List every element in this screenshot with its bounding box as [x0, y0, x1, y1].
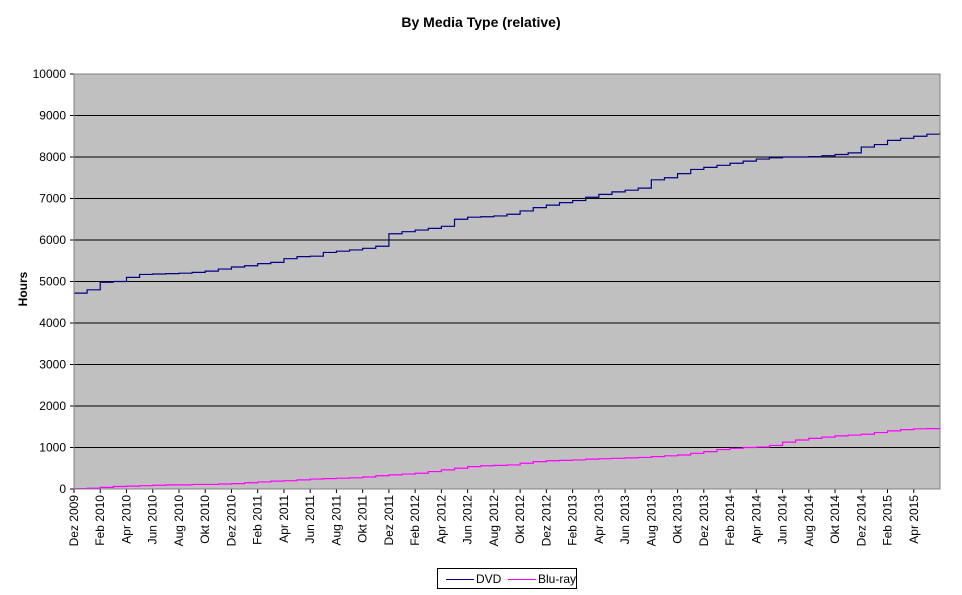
y-axis-ticks: 0 1000 2000 3000 4000 5000 6000 7000 8000 9000 100…: [33, 67, 74, 496]
y-tick-label: 10000: [33, 67, 67, 81]
x-tick-label: Aug 2012: [487, 495, 501, 547]
x-tick-label: Apr 2015: [907, 495, 921, 544]
x-tick-label: Okt 2013: [671, 495, 685, 544]
x-tick-label: Jun 2014: [776, 495, 790, 545]
legend-label-bluray: Blu-ray: [538, 572, 577, 586]
x-axis-ticks: Dez 2009 Feb 2010 Apr 2010 Jun 2010 Aug 2010…: [67, 74, 940, 546]
x-tick-label: Dez 2013: [697, 495, 711, 547]
series-line-dvd: [74, 131, 941, 294]
x-tick-label: Aug 2010: [172, 495, 186, 547]
plot-border: [73, 73, 941, 490]
x-tick-label: Dez 2009: [67, 495, 81, 547]
y-tick-label: 5000: [39, 275, 66, 289]
x-tick-label: Jun 2011: [303, 495, 317, 544]
x-tick-label: Aug 2011: [329, 495, 343, 546]
x-tick-label: Feb 2014: [723, 495, 737, 546]
x-tick-label: Feb 2015: [881, 495, 895, 546]
x-tick-label: Dez 2011: [382, 495, 396, 546]
y-tick-label: 6000: [39, 233, 66, 247]
y-tick-label: 2000: [39, 399, 66, 413]
legend-label-dvd: DVD: [476, 572, 502, 586]
x-tick-label: Okt 2012: [513, 495, 527, 544]
x-tick-label: Feb 2013: [566, 495, 580, 546]
legend: DVD Blu-ray: [437, 568, 577, 589]
y-tick-label: 9000: [39, 109, 66, 123]
x-tick-label: Apr 2011: [277, 495, 291, 543]
x-tick-label: Aug 2013: [644, 495, 658, 547]
y-tick-label: 3000: [39, 358, 66, 372]
x-tick-label: Jun 2010: [146, 495, 160, 545]
x-tick-label: Jun 2013: [618, 495, 632, 545]
y-axis-label-wrap: Hours: [8, 260, 38, 320]
x-tick-label: Okt 2014: [828, 495, 842, 544]
y-tick-label: 1000: [39, 441, 66, 455]
legend-item-dvd: DVD: [446, 572, 501, 586]
series-line-bluray: [74, 428, 941, 490]
x-tick-label: Feb 2012: [408, 495, 422, 546]
legend-item-bluray: Blu-ray: [508, 572, 576, 586]
legend-swatch-bluray: [508, 579, 536, 581]
x-tick-label: Jun 2012: [461, 495, 475, 545]
x-tick-label: Okt 2010: [198, 495, 212, 544]
chart-title: By Media Type (relative): [401, 14, 561, 30]
x-tick-label: Dez 2012: [539, 495, 553, 547]
y-tick-label: 7000: [39, 192, 66, 206]
x-tick-label: Aug 2014: [802, 495, 816, 547]
x-tick-label: Apr 2013: [592, 495, 606, 544]
x-tick-label: Okt 2011: [356, 495, 370, 543]
y-tick-label: 0: [59, 482, 66, 496]
y-tick-label: 4000: [39, 316, 66, 330]
x-tick-label: Feb 2010: [93, 495, 107, 546]
x-tick-label: Apr 2014: [749, 495, 763, 544]
x-tick-label: Apr 2010: [119, 495, 133, 544]
x-tick-label: Feb 2011: [251, 495, 265, 545]
series-lines: [74, 131, 941, 490]
x-tick-label: Dez 2010: [224, 495, 238, 547]
x-tick-label: Dez 2014: [854, 495, 868, 547]
y-tick-label: 8000: [39, 150, 66, 164]
y-axis-label: Hours: [16, 271, 30, 307]
x-tick-label: Apr 2012: [434, 495, 448, 544]
legend-swatch-dvd: [446, 579, 474, 581]
